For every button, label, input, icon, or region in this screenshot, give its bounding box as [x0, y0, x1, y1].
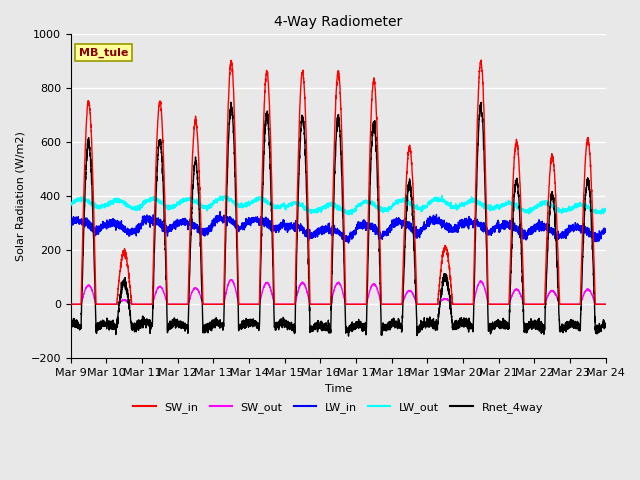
- SW_in: [488, 301, 496, 307]
- SW_in: [602, 301, 609, 307]
- LW_in: [458, 220, 466, 226]
- SW_out: [163, 300, 171, 305]
- Line: SW_out: SW_out: [71, 280, 605, 304]
- X-axis label: Time: Time: [324, 384, 352, 394]
- Line: LW_out: LW_out: [71, 196, 605, 215]
- LW_in: [318, 223, 326, 229]
- SW_out: [227, 277, 235, 283]
- SW_in: [601, 301, 609, 307]
- SW_in: [318, 301, 326, 307]
- LW_in: [163, 227, 171, 232]
- SW_in: [67, 301, 75, 307]
- LW_out: [429, 196, 436, 202]
- Rnet_4way: [429, 319, 436, 325]
- SW_in: [428, 301, 436, 307]
- SW_out: [318, 301, 326, 307]
- Rnet_4way: [227, 99, 235, 105]
- SW_out: [601, 301, 609, 307]
- SW_in: [477, 57, 485, 63]
- LW_out: [67, 203, 75, 209]
- LW_out: [438, 193, 445, 199]
- Line: SW_in: SW_in: [71, 60, 605, 304]
- LW_out: [345, 212, 353, 217]
- Title: 4-Way Radiometer: 4-Way Radiometer: [274, 15, 403, 29]
- Rnet_4way: [488, 325, 496, 331]
- Rnet_4way: [602, 324, 609, 330]
- Rnet_4way: [601, 324, 609, 329]
- Legend: SW_in, SW_out, LW_in, LW_out, Rnet_4way: SW_in, SW_out, LW_in, LW_out, Rnet_4way: [129, 397, 547, 418]
- LW_in: [602, 228, 609, 234]
- LW_out: [601, 206, 609, 212]
- Rnet_4way: [458, 322, 466, 328]
- SW_in: [163, 283, 171, 288]
- Line: Rnet_4way: Rnet_4way: [71, 102, 605, 336]
- LW_in: [488, 229, 496, 235]
- LW_out: [602, 205, 609, 211]
- Rnet_4way: [163, 307, 171, 313]
- Text: MB_tule: MB_tule: [79, 48, 128, 58]
- LW_in: [216, 209, 224, 215]
- Y-axis label: Solar Radiation (W/m2): Solar Radiation (W/m2): [15, 132, 25, 261]
- SW_out: [458, 301, 466, 307]
- LW_out: [318, 205, 326, 211]
- LW_out: [488, 205, 496, 211]
- LW_in: [601, 229, 609, 235]
- LW_out: [163, 204, 171, 210]
- Line: LW_in: LW_in: [71, 212, 605, 243]
- SW_in: [458, 301, 466, 307]
- LW_out: [458, 200, 466, 205]
- LW_in: [67, 219, 75, 225]
- LW_in: [429, 216, 436, 221]
- Rnet_4way: [67, 317, 75, 323]
- SW_out: [602, 301, 609, 307]
- Rnet_4way: [345, 333, 353, 339]
- LW_in: [345, 240, 353, 246]
- SW_out: [429, 301, 436, 307]
- SW_out: [67, 301, 75, 307]
- Rnet_4way: [318, 320, 326, 326]
- SW_out: [488, 301, 496, 307]
